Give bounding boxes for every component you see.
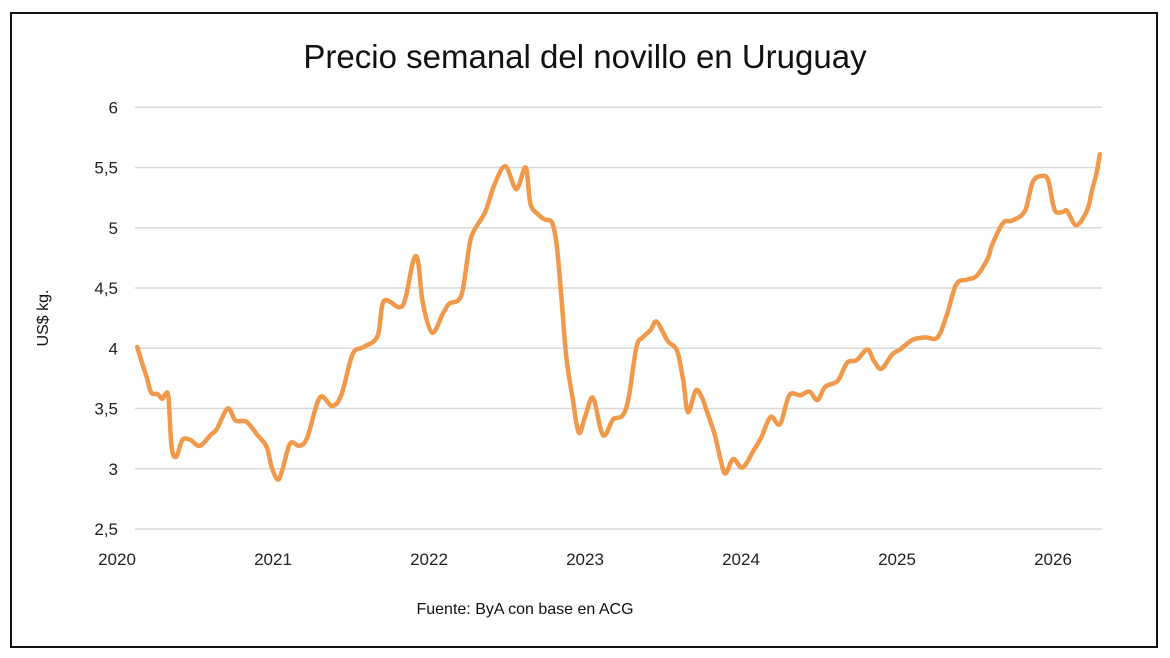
y-tick-label: 5,5	[94, 159, 118, 178]
x-tick-label: 2021	[254, 550, 292, 569]
y-tick-label: 4,5	[94, 279, 118, 298]
chart-frame	[10, 12, 1158, 648]
x-tick-label: 2024	[722, 550, 760, 569]
y-tick-label: 2,5	[94, 520, 118, 539]
y-tick-label: 5	[109, 219, 118, 238]
y-tick-label: 4	[109, 339, 118, 358]
chart-title: Precio semanal del novillo en Uruguay	[303, 38, 867, 75]
source-note: Fuente: ByA con base en ACG	[416, 601, 634, 618]
x-tick-label: 2025	[878, 550, 916, 569]
y-tick-label: 3	[109, 460, 118, 479]
series-line	[135, 151, 1103, 482]
y-tick-label: 3,5	[94, 400, 118, 419]
x-tick-label: 2026	[1034, 550, 1072, 569]
x-tick-label: 2020	[98, 550, 136, 569]
y-tick-label: 6	[109, 98, 118, 117]
x-tick-label: 2023	[566, 550, 604, 569]
x-tick-label: 2022	[410, 550, 448, 569]
